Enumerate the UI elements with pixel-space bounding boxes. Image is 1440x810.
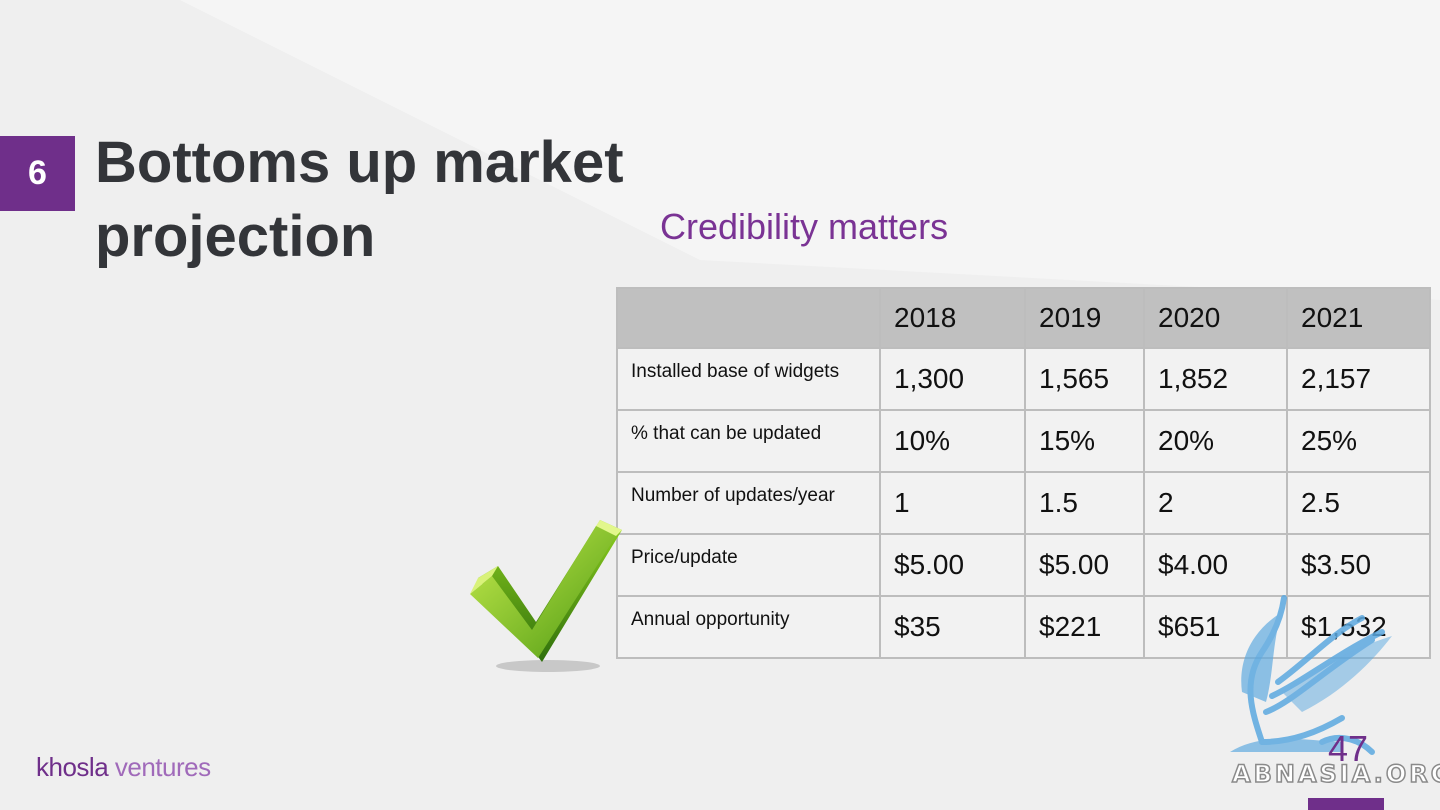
footer-accent-bar <box>1308 798 1384 810</box>
table-cell: 2.5 <box>1286 471 1431 535</box>
table-header-cell <box>616 287 881 349</box>
table-cell: 15% <box>1024 409 1145 473</box>
page-number: 47 <box>1328 728 1369 769</box>
table-cell: $35 <box>879 595 1026 659</box>
table-header-cell: 2018 <box>879 287 1026 349</box>
table-cell: 10% <box>879 409 1026 473</box>
table-row: Price/update $5.00 $5.00 $4.00 $3.50 <box>616 533 1431 597</box>
row-label: Annual opportunity <box>616 595 881 659</box>
table-cell: 1,565 <box>1024 347 1145 411</box>
brand-logo: khosla ventures <box>36 752 211 783</box>
table-header-cell: 2019 <box>1024 287 1145 349</box>
table-cell: $5.00 <box>1024 533 1145 597</box>
table-cell: 25% <box>1286 409 1431 473</box>
table-cell: 20% <box>1143 409 1288 473</box>
table-header-cell: 2020 <box>1143 287 1288 349</box>
row-label: Installed base of widgets <box>616 347 881 411</box>
slide-number-badge: 6 <box>0 136 75 211</box>
brand-name-primary: khosla <box>36 752 109 782</box>
table-cell: 2 <box>1143 471 1288 535</box>
table-row: Number of updates/year 1 1.5 2 2.5 <box>616 471 1431 535</box>
table-cell: 1,852 <box>1143 347 1288 411</box>
table-header-cell: 2021 <box>1286 287 1431 349</box>
slide-subtitle: Credibility matters <box>660 206 949 247</box>
table-cell: 1.5 <box>1024 471 1145 535</box>
slide-title: Bottoms up market projection <box>95 130 624 269</box>
row-label: Price/update <box>616 533 881 597</box>
table-cell: $651 <box>1143 595 1288 659</box>
watermark-text: ABNASIA.ORG <box>1231 759 1440 789</box>
table-row: Installed base of widgets 1,300 1,565 1,… <box>616 347 1431 411</box>
table-row: % that can be updated 10% 15% 20% 25% <box>616 409 1431 473</box>
row-label: Number of updates/year <box>616 471 881 535</box>
projection-table: 2018 2019 2020 2021 Installed base of wi… <box>616 287 1431 659</box>
table-cell: 1,300 <box>879 347 1026 411</box>
table-header-row: 2018 2019 2020 2021 <box>616 287 1431 349</box>
row-label: % that can be updated <box>616 409 881 473</box>
table-cell: 1 <box>879 471 1026 535</box>
griffin-logo-icon <box>1230 595 1392 755</box>
table-cell: $5.00 <box>879 533 1026 597</box>
green-check-icon <box>470 520 622 672</box>
table-cell: $3.50 <box>1286 533 1431 597</box>
brand-name-secondary: ventures <box>114 752 211 782</box>
table-cell: $221 <box>1024 595 1145 659</box>
table-cell: $4.00 <box>1143 533 1288 597</box>
table-cell: 2,157 <box>1286 347 1431 411</box>
